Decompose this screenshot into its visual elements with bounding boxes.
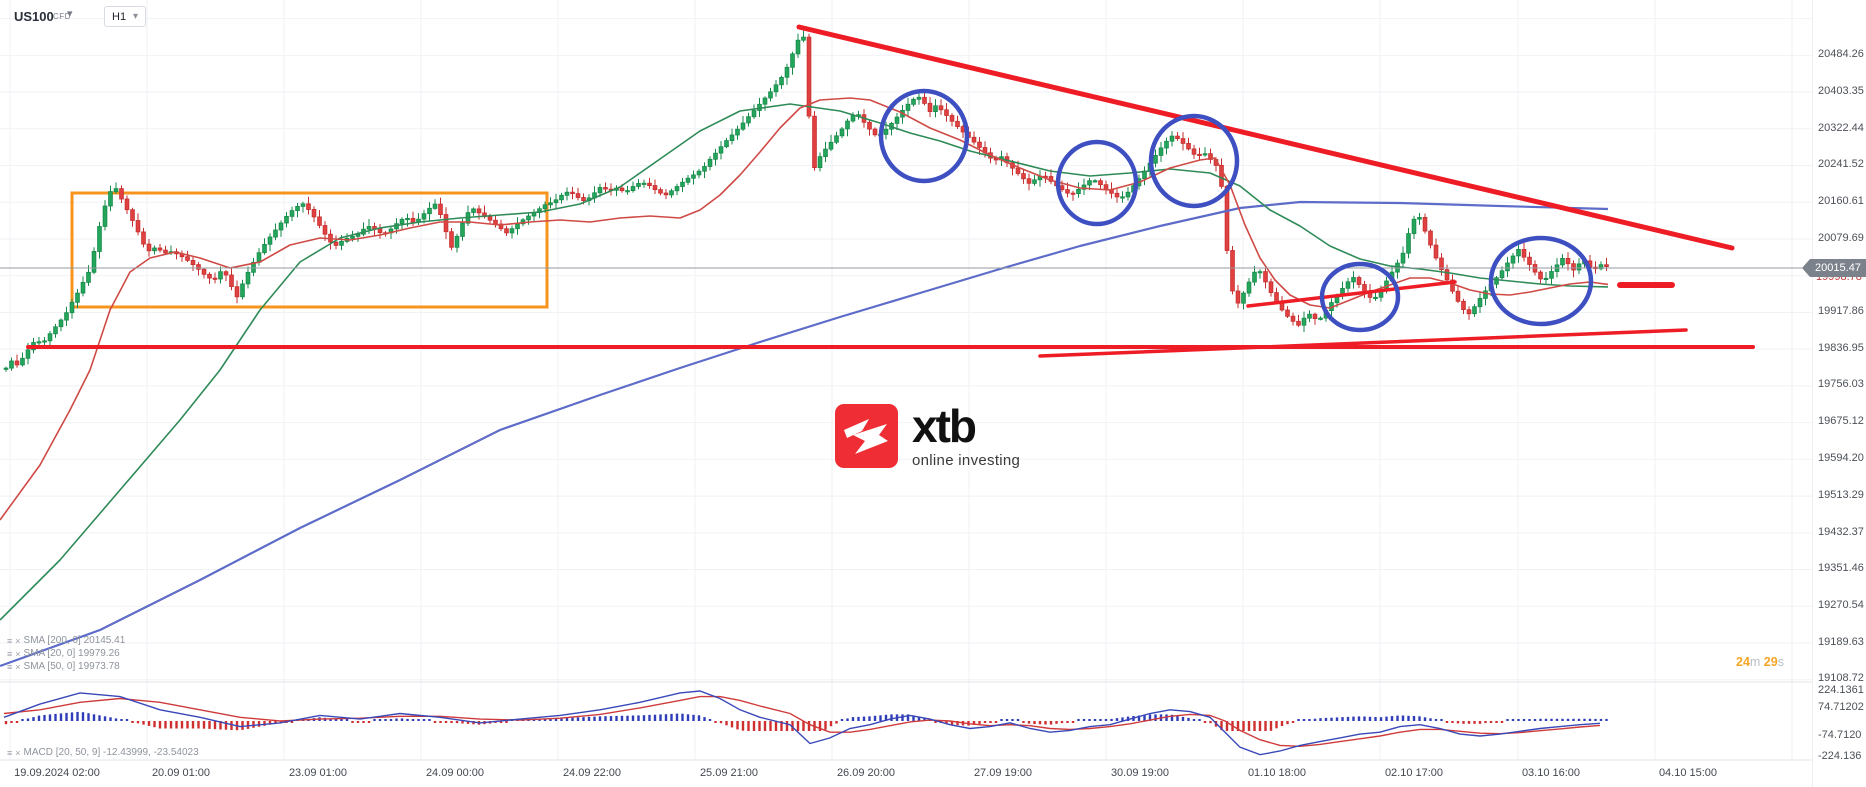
settings-icon[interactable]: ≡ <box>7 661 13 672</box>
symbol-name[interactable]: US100 <box>14 9 54 24</box>
time-axis-label: 26.09 20:00 <box>836 767 896 779</box>
circle-annotation <box>1488 235 1594 327</box>
macd-line <box>3 690 1601 756</box>
xtb-logo: xtb online investing <box>835 400 1021 469</box>
xtb-logo-icon <box>835 404 898 468</box>
price-axis-label: 19513.29 <box>1818 489 1864 501</box>
price-axis-label: 20403.35 <box>1818 85 1864 97</box>
settings-icon[interactable]: ≡ <box>7 648 13 659</box>
legend-text: SMA [20, 0] 19979.26 <box>23 648 120 659</box>
timeframe-value: H1 <box>112 10 127 23</box>
time-axis-label: 24.09 00:00 <box>425 767 485 779</box>
price-axis-label: 224.1361 <box>1818 684 1864 696</box>
legend-row-sma50: ≡ × SMA [50, 0] 19973.78 <box>7 660 125 673</box>
instrument-type-label: CFD <box>53 12 71 21</box>
time-axis-label: 19.09.2024 02:00 <box>14 767 100 779</box>
trendline-annotation <box>1246 280 1457 308</box>
legend-row-sma20: ≡ × SMA [20, 0] 19979.26 <box>7 647 125 660</box>
legend-row-sma200: ≡ × SMA [200, 0] 20145.41 <box>7 634 125 647</box>
trendline-annotation <box>796 24 1735 251</box>
close-icon[interactable]: × <box>15 648 21 659</box>
settings-icon[interactable]: ≡ <box>7 635 13 646</box>
legend-text: MACD [20, 50, 9] -12.43999, -23.54023 <box>23 747 199 758</box>
price-axis-label: 19351.46 <box>1818 562 1864 574</box>
countdown-seconds: 29 <box>1763 655 1778 669</box>
circle-annotation <box>878 88 970 184</box>
xtb-logo-tagline: online investing <box>912 452 1021 469</box>
close-icon[interactable]: × <box>15 661 21 672</box>
macd-signal-line <box>3 695 1601 748</box>
close-icon[interactable]: × <box>15 747 21 758</box>
time-axis-label: 01.10 18:00 <box>1247 767 1307 779</box>
price-axis-label: 19189.63 <box>1818 636 1864 648</box>
xtb-logo-text: xtb <box>912 400 977 452</box>
price-axis-label: 19270.54 <box>1818 599 1864 611</box>
time-axis[interactable]: 19.09.2024 02:00 20.09 01:00 23.09 01:00 24… <box>0 761 1812 787</box>
time-axis-label: 27.09 19:00 <box>973 767 1033 779</box>
price-axis-label: 19756.03 <box>1818 378 1864 390</box>
indicator-legend: ≡ × SMA [200, 0] 20145.41 ≡ × SMA [20, 0… <box>7 634 125 673</box>
price-axis-label: -74.7120 <box>1818 729 1862 741</box>
price-axis-label: 20484.26 <box>1818 48 1864 60</box>
time-axis-label: 23.09 01:00 <box>288 767 348 779</box>
price-axis-label: -224.136 <box>1818 750 1862 762</box>
chevron-down-icon: ▾ <box>132 10 138 22</box>
price-axis-label: 20241.52 <box>1818 158 1864 170</box>
candlestick-chart-canvas[interactable] <box>0 0 1812 787</box>
price-axis-label: 19675.12 <box>1818 415 1864 427</box>
time-axis-label: 30.09 19:00 <box>1110 767 1170 779</box>
sma-50-line <box>0 103 1609 621</box>
countdown-minutes: 24 <box>1736 655 1750 669</box>
price-axis-label: 19594.20 <box>1818 452 1864 464</box>
circle-annotation <box>1055 139 1139 227</box>
chevron-down-icon[interactable]: ▾ <box>67 8 73 20</box>
current-price-badge: 20015.47 <box>1802 259 1866 277</box>
legend-text: SMA [200, 0] 20145.41 <box>23 635 126 646</box>
close-icon[interactable]: × <box>15 635 21 646</box>
sma-200-line <box>0 200 1609 668</box>
macd-histogram <box>4 711 1608 731</box>
time-axis-label: 04.10 15:00 <box>1658 767 1718 779</box>
price-axis-label: 19432.37 <box>1818 526 1864 538</box>
time-axis-label: 24.09 22:00 <box>562 767 622 779</box>
price-axis-label: 20160.61 <box>1818 195 1864 207</box>
trendline-annotation <box>1038 328 1688 358</box>
price-axis-label: 19917.86 <box>1818 305 1864 317</box>
legend-text: SMA [50, 0] 19973.78 <box>23 661 120 672</box>
timeframe-dropdown[interactable]: H1 ▾ <box>104 6 146 27</box>
sma-20-line <box>0 97 1609 521</box>
settings-icon[interactable]: ≡ <box>7 747 13 758</box>
circle-annotation <box>1148 113 1240 209</box>
price-axis-label: 20322.44 <box>1818 122 1864 134</box>
time-axis-label: 02.10 17:00 <box>1384 767 1444 779</box>
legend-row-macd: ≡ × MACD [20, 50, 9] -12.43999, -23.5402… <box>7 746 199 759</box>
price-axis-label: 74.71202 <box>1818 701 1864 713</box>
price-axis[interactable]: 20484.26 20403.35 20322.44 20241.52 20160.61… <box>1812 0 1866 787</box>
candle-countdown-timer: 24m 29s <box>1736 655 1784 669</box>
time-axis-label: 25.09 21:00 <box>699 767 759 779</box>
price-axis-label: 19836.95 <box>1818 342 1864 354</box>
range-rectangle-annotation <box>70 191 549 309</box>
time-axis-label: 03.10 16:00 <box>1521 767 1581 779</box>
price-axis-label: 20079.69 <box>1818 232 1864 244</box>
time-axis-label: 20.09 01:00 <box>151 767 211 779</box>
circle-annotation <box>1319 261 1401 333</box>
price-axis-label: 19108.72 <box>1818 672 1864 684</box>
